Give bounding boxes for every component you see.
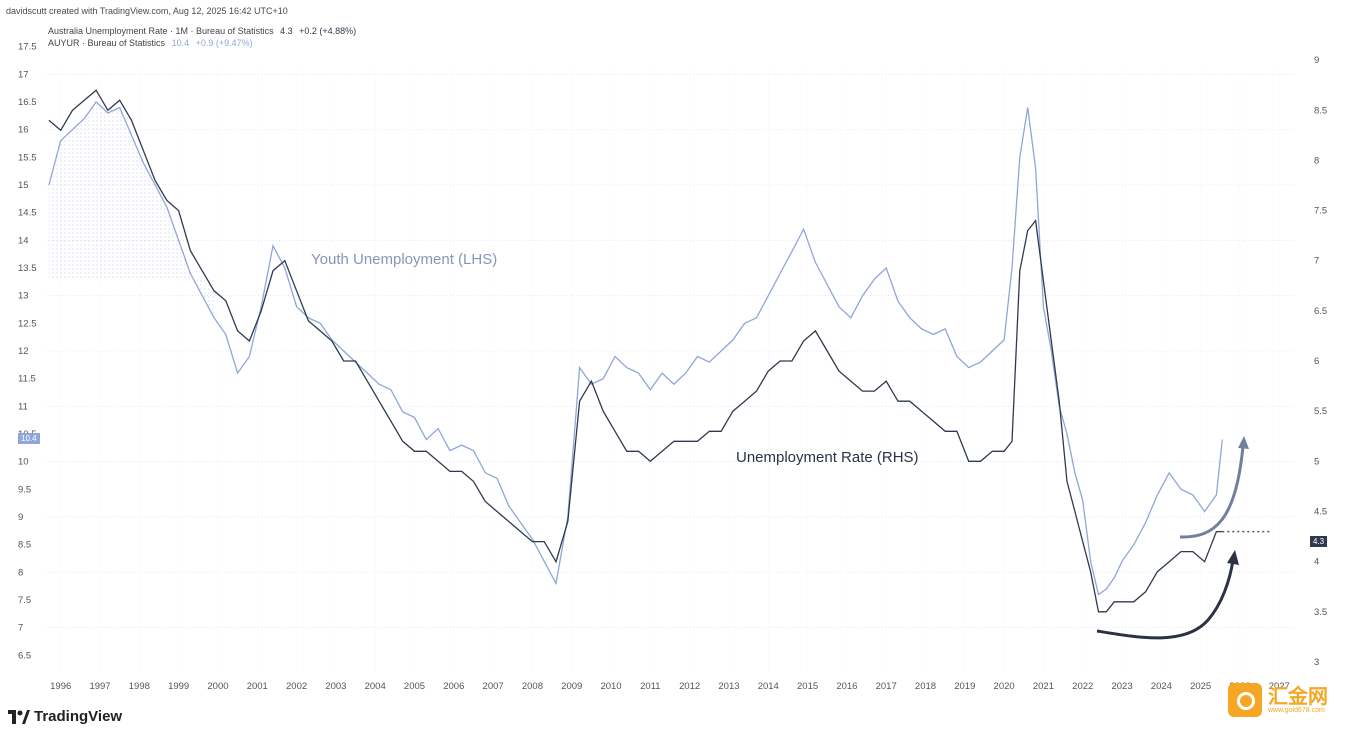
- legend-unemployment-change: +0.2 (+4.88%): [299, 26, 357, 36]
- x-tick-label: 2009: [561, 681, 582, 692]
- left-tick-label: 13.5: [18, 263, 37, 274]
- left-price-tag: 10.4: [18, 433, 40, 444]
- left-tick-label: 9.5: [18, 484, 31, 495]
- left-tick-label: 17: [18, 69, 29, 80]
- youth-uptrend-arrow: [1179, 445, 1245, 539]
- x-tick-label: 2023: [1111, 681, 1132, 692]
- left-tick-label: 10: [18, 457, 29, 468]
- x-tick-label: 2025: [1190, 681, 1211, 692]
- unemployment-uptrend-arrow: [1096, 559, 1235, 640]
- left-tick-label: 12: [18, 346, 29, 357]
- x-tick-label: 1998: [129, 681, 150, 692]
- youth-area-fill: [48, 101, 215, 318]
- watermark-logo-icon: [1228, 683, 1262, 717]
- left-tick-label: 6.5: [18, 650, 31, 661]
- watermark-subtext: www.gold678.com: [1268, 706, 1325, 714]
- right-tick-label: 9: [1314, 55, 1319, 66]
- x-tick-label: 1996: [50, 681, 71, 692]
- x-tick-label: 2004: [365, 681, 386, 692]
- left-tick-label: 11: [18, 401, 28, 412]
- left-tick-label: 17.5: [18, 42, 37, 53]
- right-tick-label: 7.5: [1314, 206, 1327, 217]
- unemployment-rate-line: [48, 89, 1223, 613]
- right-tick-label: 8.5: [1314, 105, 1327, 116]
- left-tick-label: 8: [18, 567, 23, 578]
- x-tick-label: 2021: [1033, 681, 1054, 692]
- right-tick-label: 8: [1314, 155, 1319, 166]
- watermark-text: 汇金网: [1268, 685, 1328, 708]
- x-tick-label: 2020: [994, 681, 1015, 692]
- annotation-youth: Youth Unemployment (LHS): [311, 251, 497, 268]
- legend-youth-change: +0.9 (+9.47%): [195, 38, 253, 48]
- left-tick-label: 8.5: [18, 540, 31, 551]
- x-tick-label: 2022: [1072, 681, 1093, 692]
- x-tick-label: 2007: [483, 681, 504, 692]
- x-tick-label: 2008: [522, 681, 543, 692]
- x-tick-label: 2017: [876, 681, 897, 692]
- left-tick-label: 14.5: [18, 208, 37, 219]
- youth-uptrend-arrow-head: [1238, 436, 1249, 449]
- credit-line: davidscutt created with TradingView.com,…: [6, 6, 288, 16]
- x-axis: 1996 1997 1998 1999 2000 2001 2002 2003 2004 2005…: [50, 681, 1290, 692]
- x-tick-label: 2016: [836, 681, 857, 692]
- right-tick-label: 4.5: [1314, 507, 1327, 518]
- left-tick-label: 7.5: [18, 595, 31, 606]
- x-tick-label: 2012: [679, 681, 700, 692]
- x-tick-label: 2010: [600, 681, 621, 692]
- tradingview-logo-icon: [8, 709, 30, 724]
- left-tick-label: 15: [18, 180, 29, 191]
- x-tick-label: 2014: [758, 681, 779, 692]
- x-tick-label: 2000: [207, 681, 228, 692]
- left-tick-label: 9: [18, 512, 23, 523]
- grid-lines: [45, 70, 1295, 672]
- x-tick-label: 2002: [286, 681, 307, 692]
- right-tick-label: 5.5: [1314, 406, 1327, 417]
- left-tick-label: 16: [18, 125, 29, 136]
- legend-unemployment: Australia Unemployment Rate · 1M · Burea…: [48, 26, 356, 36]
- left-tick-label: 7: [18, 623, 23, 634]
- x-tick-label: 2018: [915, 681, 936, 692]
- right-tick-label: 4: [1314, 557, 1319, 568]
- left-tick-label: 16.5: [18, 97, 37, 108]
- x-tick-label: 2006: [443, 681, 464, 692]
- x-tick-label: 2005: [404, 681, 425, 692]
- right-tick-label: 7: [1314, 256, 1319, 267]
- left-axis: 17.5 17 16.5 16 15.5 15 14.5 14 13.5 13 12.5 12 11.5…: [18, 42, 37, 662]
- left-tick-label: 12.5: [18, 318, 37, 329]
- watermark: 汇金网 www.gold678.com: [1228, 683, 1328, 717]
- x-tick-label: 2001: [247, 681, 268, 692]
- x-tick-label: 1997: [89, 681, 110, 692]
- right-price-tag: 4.3: [1310, 536, 1328, 547]
- x-tick-label: 2003: [325, 681, 346, 692]
- left-tick-label: 11.5: [18, 374, 36, 385]
- youth-unemployment-line: [48, 100, 1223, 596]
- unemployment-uptrend-arrow-head: [1227, 550, 1239, 565]
- annotation-unemployment: Unemployment Rate (RHS): [736, 449, 919, 466]
- right-tick-label: 3.5: [1314, 607, 1327, 618]
- left-tick-label: 14: [18, 235, 29, 246]
- legend-unemployment-name: Australia Unemployment Rate · 1M · Burea…: [48, 26, 274, 36]
- left-tick-label: 15.5: [18, 152, 37, 163]
- legend-youth: AUYUR · Bureau of Statistics 10.4 +0.9 (…: [48, 38, 253, 48]
- x-tick-label: 2015: [797, 681, 818, 692]
- x-tick-label: 2027: [1269, 681, 1290, 692]
- left-tick-label: 13: [18, 291, 29, 302]
- right-tick-label: 6: [1314, 356, 1319, 367]
- x-tick-label: 2024: [1151, 681, 1172, 692]
- legend-unemployment-value: 4.3: [280, 26, 293, 36]
- legend-youth-name: AUYUR · Bureau of Statistics: [48, 38, 166, 48]
- tradingview-logo: TradingView: [8, 708, 122, 725]
- x-tick-label: 2013: [718, 681, 739, 692]
- right-tick-label: 6.5: [1314, 306, 1327, 317]
- x-tick-label: 2019: [954, 681, 975, 692]
- x-tick-label: 1999: [168, 681, 189, 692]
- right-axis: 9 8.5 8 7.5 7 6.5 6 5.5 5 4.5 4 3.5 3: [1314, 55, 1327, 668]
- tradingview-logo-text: TradingView: [34, 708, 123, 725]
- right-tick-label: 3: [1314, 657, 1319, 668]
- x-tick-label: 2011: [640, 681, 660, 692]
- right-tick-label: 5: [1314, 456, 1319, 467]
- legend-youth-value: 10.4: [171, 38, 190, 48]
